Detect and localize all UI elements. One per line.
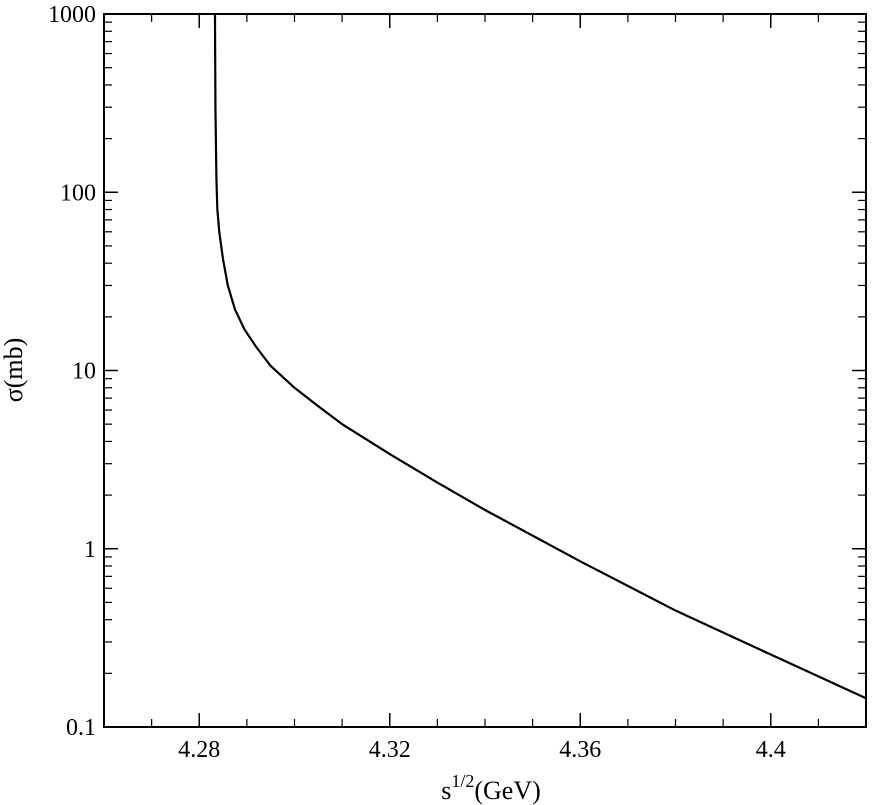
y-tick-labels: 0.1 1 10 100 1000 xyxy=(48,2,96,741)
x-tick-label: 4.36 xyxy=(559,737,601,763)
x-tick-label: 4.32 xyxy=(369,737,411,763)
series-line-0 xyxy=(213,13,867,700)
major-ticks xyxy=(104,13,866,728)
x-axis-label-base: s xyxy=(441,776,451,805)
minor-ticks xyxy=(104,14,866,727)
x-axis-label-superscript: 1/2 xyxy=(451,771,474,791)
plot-frame xyxy=(103,13,867,728)
x-tick-label: 4.28 xyxy=(178,737,220,763)
y-tick-label: 1 xyxy=(84,537,96,563)
series-layer xyxy=(213,13,867,700)
x-tick-labels: 4.28 4.32 4.36 4.4 xyxy=(178,737,786,763)
y-axis-label: σ(mb) xyxy=(0,338,28,403)
x-axis-label: s1/2(GeV) xyxy=(441,771,541,805)
x-tick-label: 4.4 xyxy=(756,737,786,763)
x-axis-label-unit: (GeV) xyxy=(474,776,540,805)
y-tick-label: 100 xyxy=(60,180,96,206)
y-tick-label: 10 xyxy=(72,359,96,385)
y-tick-label: 0.1 xyxy=(66,715,96,741)
y-tick-label: 1000 xyxy=(48,2,96,28)
